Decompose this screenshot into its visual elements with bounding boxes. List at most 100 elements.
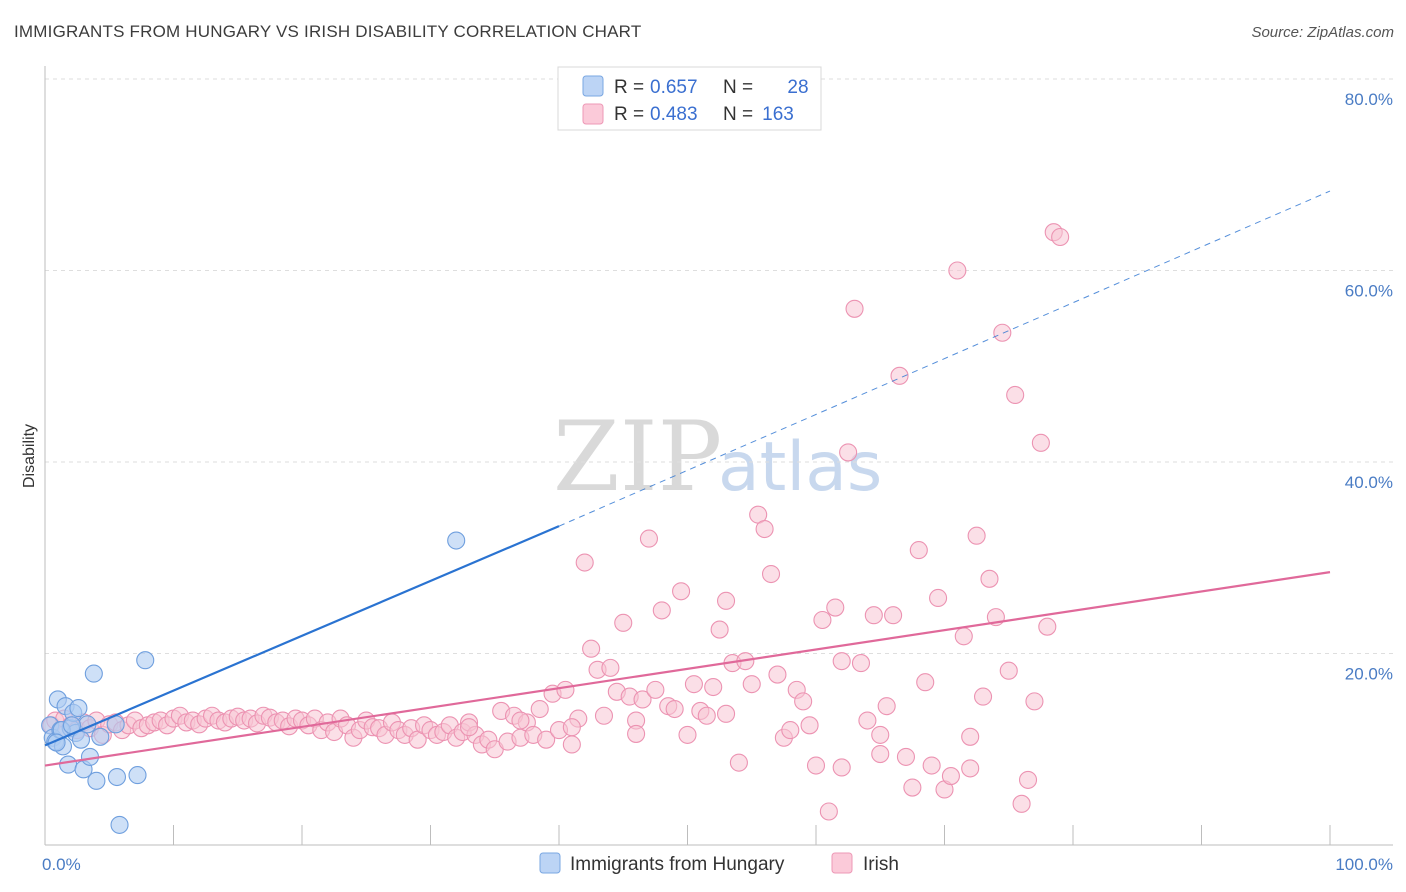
irish-point-154 [1025, 692, 1044, 711]
irish-point-121 [813, 610, 832, 630]
irish-point-147 [980, 569, 999, 588]
watermark-zip: ZIP [553, 401, 722, 513]
irish-point-142 [948, 261, 967, 280]
irish-point-78 [537, 730, 556, 749]
hungary-point-23 [136, 651, 155, 670]
irish-point-137 [916, 673, 935, 692]
irish-point-135 [903, 778, 922, 797]
irish-point-77 [530, 699, 549, 719]
hungary-trend-line [44, 525, 560, 747]
irish-point-120 [806, 756, 826, 775]
irish-point-139 [929, 588, 948, 608]
irish-point-126 [845, 299, 864, 318]
hungary-point-16 [84, 664, 103, 683]
irish-point-93 [633, 690, 652, 709]
irish-point-118 [794, 692, 813, 711]
legend-n-value-irish: 163 [762, 104, 794, 125]
hungary-point-11 [69, 699, 88, 718]
irish-point-103 [697, 706, 716, 725]
irish-point-100 [678, 725, 697, 744]
y-axis-label: Disability [21, 424, 38, 488]
y-tick-label-2: 60.0% [1345, 282, 1393, 301]
irish-point-84 [575, 553, 594, 572]
irish-point-128 [858, 711, 877, 730]
irish-point-90 [614, 613, 633, 632]
bottom-legend-label-irish: Irish [863, 854, 899, 875]
irish-point-152 [1012, 794, 1031, 813]
chart-title: IMMIGRANTS FROM HUNGARY VS IRISH DISABIL… [14, 22, 642, 41]
irish-point-108 [729, 753, 748, 772]
hungary-point-24 [447, 531, 466, 550]
legend-r-label-irish: R = [614, 104, 644, 125]
irish-point-156 [1038, 617, 1057, 636]
hungary-points [41, 531, 466, 834]
legend-r-label-hungary: R = [614, 77, 644, 98]
irish-point-127 [851, 654, 871, 673]
irish-point-106 [716, 591, 736, 610]
irish-point-155 [1031, 433, 1050, 452]
irish-point-122 [819, 802, 838, 821]
irish-point-136 [909, 541, 928, 560]
hungary-point-17 [87, 771, 106, 790]
irish-point-158 [1051, 227, 1070, 247]
legend-n-label-irish: N = [723, 104, 753, 125]
y-tick-label-1: 40.0% [1345, 473, 1393, 492]
hungary-point-22 [128, 766, 147, 785]
watermark-atlas: atlas [718, 428, 882, 507]
irish-point-159 [459, 718, 479, 737]
irish-point-165 [871, 744, 890, 764]
bottom-legend-label-hungary: Immigrants from Hungary [570, 854, 785, 875]
irish-point-145 [967, 526, 986, 545]
irish-point-112 [755, 519, 774, 539]
legend-r-value-hungary: 0.657 [650, 77, 698, 98]
irish-point-149 [993, 323, 1012, 342]
irish-point-87 [594, 706, 614, 725]
irish-point-138 [922, 756, 941, 775]
legend-bottom: Immigrants from Hungary Irish [539, 852, 899, 875]
x-tick-label-max: 100.0% [1335, 855, 1393, 874]
irish-point-146 [973, 687, 993, 706]
irish-points [42, 223, 1070, 821]
legend-swatch-hungary [582, 75, 604, 97]
legend-n-value-hungary: 28 [787, 77, 808, 98]
irish-point-85 [582, 639, 601, 658]
irish-point-150 [999, 661, 1018, 680]
irish-point-119 [800, 716, 819, 735]
irish-point-161 [562, 718, 581, 737]
irish-point-134 [896, 747, 916, 766]
irish-trend-line [44, 571, 1331, 767]
y-tick-label-3: 80.0% [1345, 90, 1393, 109]
irish-point-110 [742, 675, 761, 694]
irish-point-94 [639, 529, 659, 548]
watermark: ZIP atlas [553, 401, 882, 513]
irish-point-116 [781, 721, 800, 740]
irish-point-141 [941, 767, 960, 786]
irish-point-101 [684, 675, 703, 694]
irish-point-105 [710, 620, 729, 639]
chart-source: Source: ZipAtlas.com [1251, 24, 1394, 41]
bottom-legend-swatch-irish [831, 852, 853, 874]
irish-point-82 [562, 735, 581, 754]
irish-point-96 [652, 601, 671, 620]
irish-point-166 [961, 727, 980, 746]
hungary-point-18 [91, 727, 110, 746]
irish-point-95 [646, 680, 665, 699]
irish-point-132 [884, 606, 903, 625]
axes [44, 66, 1393, 846]
irish-point-143 [954, 627, 973, 646]
x-tick-label-min: 0.0% [42, 855, 81, 874]
irish-point-99 [672, 582, 691, 601]
legend-swatch-irish [582, 103, 604, 125]
grid [45, 78, 1393, 654]
legend-r-value-irish: 0.483 [650, 104, 698, 125]
irish-point-151 [1006, 385, 1025, 405]
irish-point-98 [665, 699, 684, 719]
irish-point-104 [704, 677, 723, 697]
irish-point-144 [961, 759, 980, 778]
irish-point-131 [877, 697, 896, 716]
irish-point-153 [1018, 770, 1038, 789]
hungary-point-21 [110, 815, 129, 834]
irish-point-164 [832, 758, 851, 777]
irish-point-163 [716, 704, 736, 723]
